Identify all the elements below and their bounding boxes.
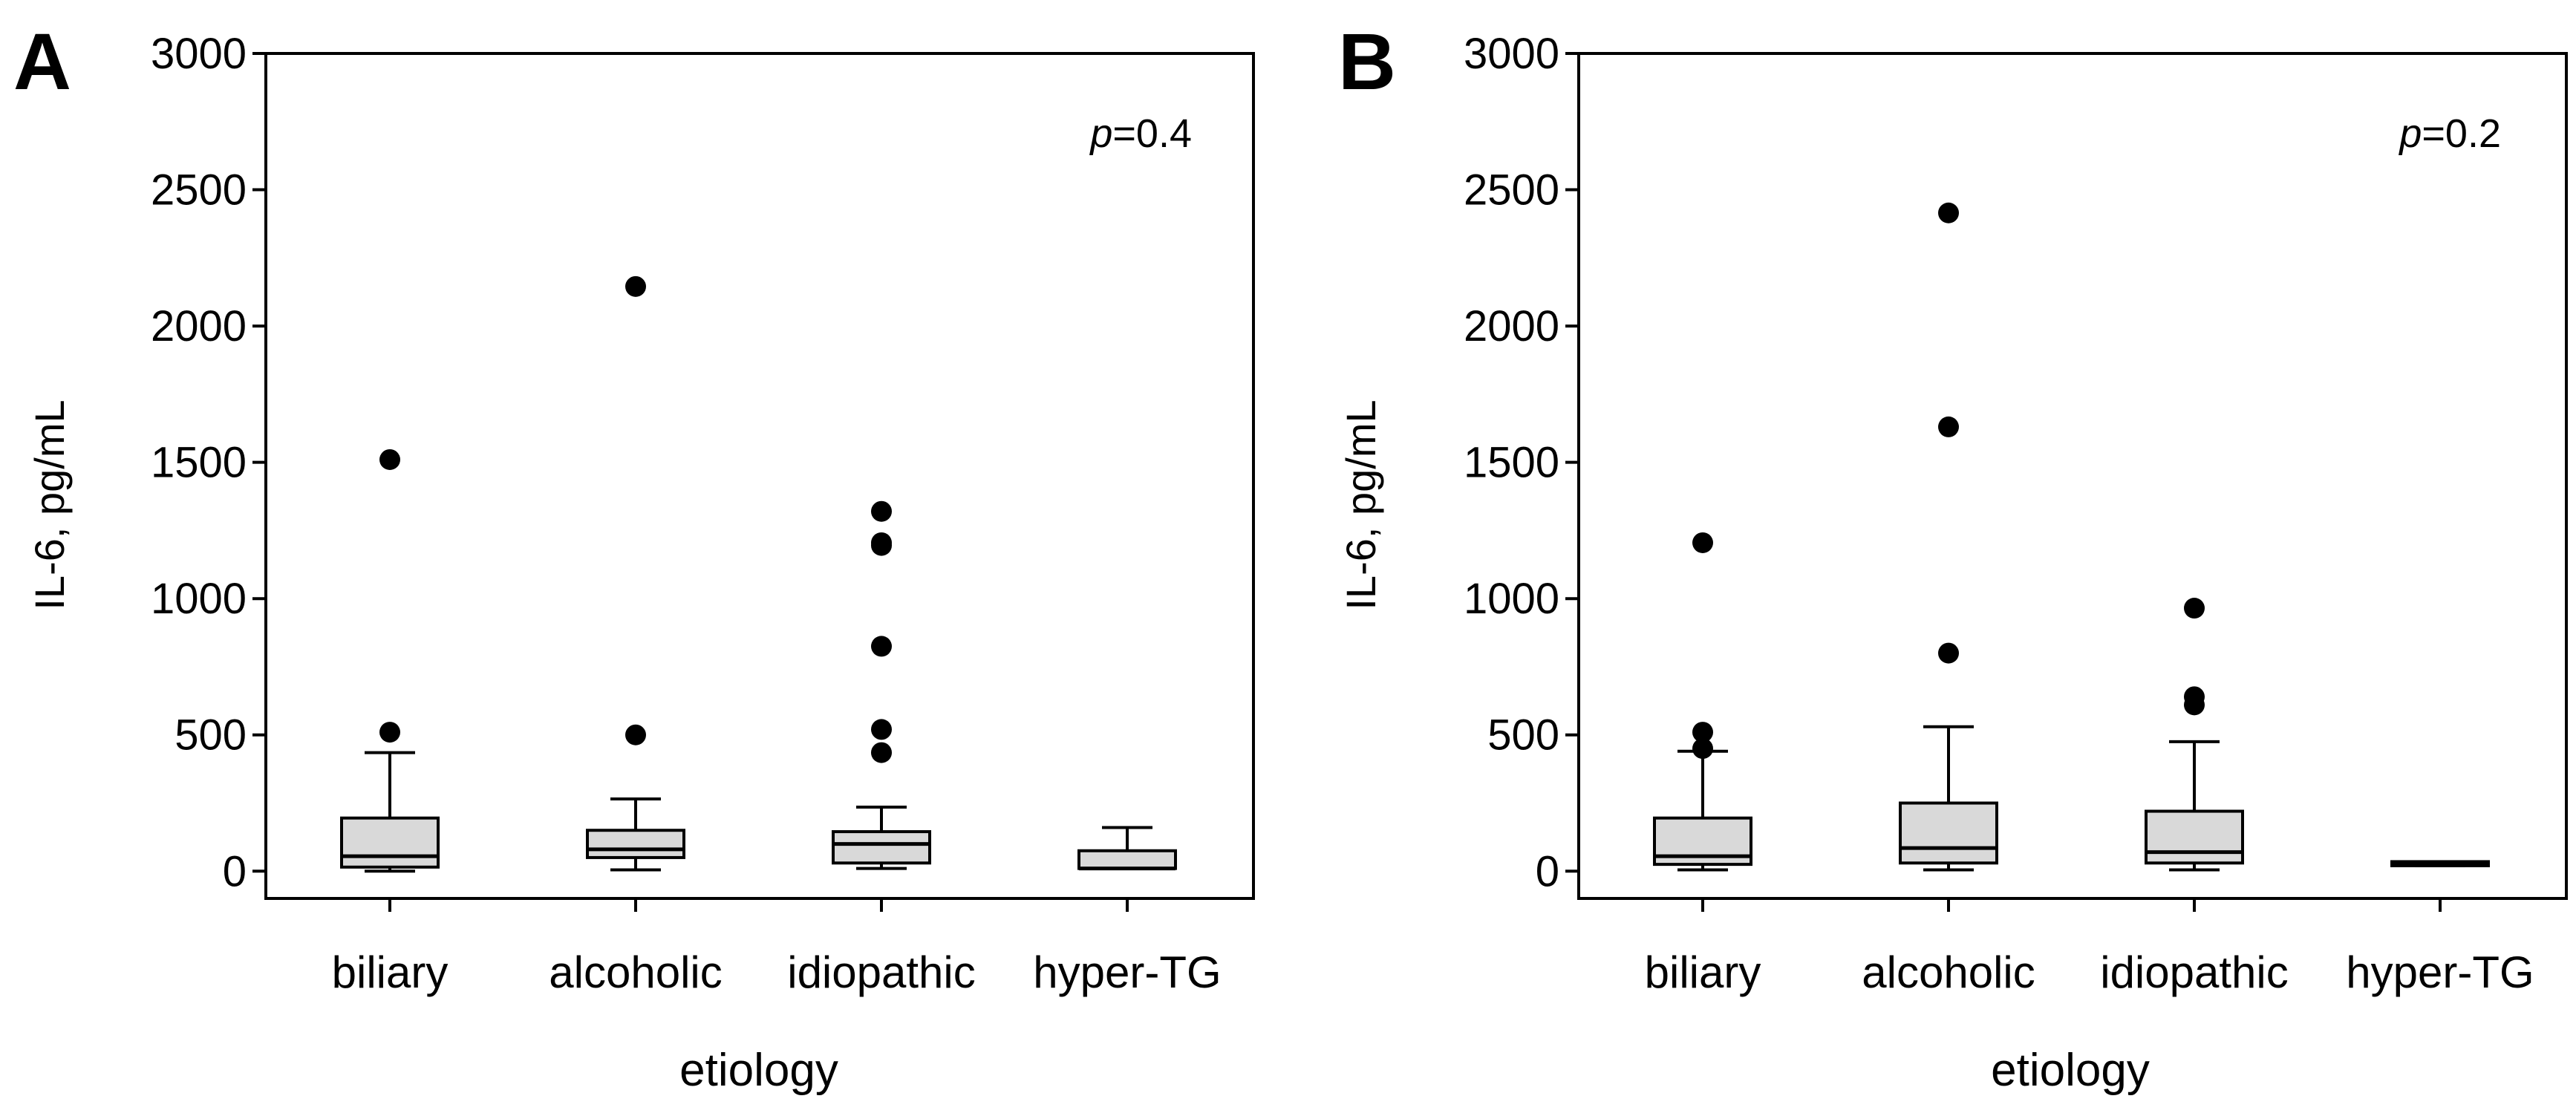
p-value-text: =0.4 xyxy=(1112,111,1192,156)
x-axis-title: etiology xyxy=(1991,1045,2150,1096)
y-axis-title: IL-6, pg/mL xyxy=(1337,399,1384,610)
y-tick-label: 2000 xyxy=(1464,302,1559,350)
box-alcoholic: alcoholic xyxy=(1862,202,2035,997)
outlier-point xyxy=(871,532,892,553)
iqr-box xyxy=(1077,849,1177,870)
outlier-point xyxy=(379,448,400,470)
y-tick-label: 2000 xyxy=(151,302,247,350)
x-tick-label: biliary xyxy=(1645,947,1761,997)
iqr-box xyxy=(340,816,440,869)
y-axis-title: IL-6, pg/mL xyxy=(26,399,73,610)
y-tick-label: 2500 xyxy=(151,166,247,215)
outlier-point xyxy=(871,719,892,740)
x-axis-title: etiology xyxy=(679,1045,838,1096)
outlier-point xyxy=(871,500,892,522)
box-biliary: biliary xyxy=(1645,532,1761,997)
outlier-point xyxy=(1938,416,1959,437)
panel-a: A IL-6, pg/mL etiology p=0.4 0 500 1000 150… xyxy=(13,16,1255,1096)
panel-label: A xyxy=(13,16,71,106)
plot-area: 0 500 1000 1500 2000 2500 3000 biliary alcoholic… xyxy=(1464,30,2534,997)
y-tick-label: 2500 xyxy=(1464,166,1559,215)
box-idiopathic: idiopathic xyxy=(2100,598,2289,997)
outlier-point xyxy=(625,724,646,745)
plot-frame xyxy=(264,52,1255,900)
p-value-symbol: p xyxy=(1089,111,1112,156)
plot-frame xyxy=(1577,52,2568,900)
p-value-symbol: p xyxy=(2398,111,2422,156)
y-tick-label: 3000 xyxy=(1464,30,1559,78)
outlier-point xyxy=(1692,532,1713,553)
iqr-box xyxy=(832,830,931,865)
y-tick-label: 0 xyxy=(1536,847,1559,895)
x-tick-label: alcoholic xyxy=(549,947,722,997)
x-tick-label: biliary xyxy=(332,947,449,997)
x-tick-label: hyper-TG xyxy=(2346,947,2534,997)
outlier-point xyxy=(1938,642,1959,664)
outlier-point xyxy=(2184,686,2205,708)
y-tick-label: 1500 xyxy=(1464,439,1559,487)
box-alcoholic: alcoholic xyxy=(549,275,723,997)
outlier-point xyxy=(871,636,892,657)
plot-area: 0 500 1000 1500 2000 2500 3000 biliary alcoholic… xyxy=(151,30,1222,997)
outlier-point xyxy=(2184,598,2205,619)
y-tick-label: 0 xyxy=(223,847,247,895)
panel-b: B IL-6, pg/mL etiology p=0.2 0 500 1000 150… xyxy=(1337,16,2568,1096)
box-hyper-TG: hyper-TG xyxy=(2346,860,2534,997)
x-tick-label: hyper-TG xyxy=(1033,947,1221,997)
iqr-box xyxy=(1899,801,1998,865)
y-tick-label: 1500 xyxy=(151,439,247,487)
y-tick-label: 3000 xyxy=(151,30,247,78)
outlier-point xyxy=(1692,722,1713,743)
box-biliary: biliary xyxy=(332,448,449,997)
p-value-annotation: p=0.2 xyxy=(2398,111,2501,156)
x-tick-label: idiopathic xyxy=(787,947,976,997)
y-tick-label: 1000 xyxy=(1464,575,1559,623)
y-tick-label: 500 xyxy=(1487,711,1559,760)
iqr-box xyxy=(586,829,685,859)
outlier-point xyxy=(625,275,646,297)
box-idiopathic: idiopathic xyxy=(787,500,976,997)
panel-label: B xyxy=(1338,16,1396,106)
p-value-annotation: p=0.4 xyxy=(1089,111,1192,156)
y-tick-label: 500 xyxy=(175,711,247,760)
outlier-point xyxy=(1938,202,1959,223)
y-tick-label: 1000 xyxy=(151,575,247,623)
outlier-point xyxy=(1692,738,1713,760)
iqr-box xyxy=(2145,809,2244,865)
p-value-text: =0.2 xyxy=(2422,111,2501,156)
box-hyper-TG: hyper-TG xyxy=(1033,826,1222,997)
x-tick-label: alcoholic xyxy=(1862,947,2035,997)
outlier-point xyxy=(379,722,400,743)
outlier-point xyxy=(871,742,892,763)
x-tick-label: idiopathic xyxy=(2100,947,2289,997)
